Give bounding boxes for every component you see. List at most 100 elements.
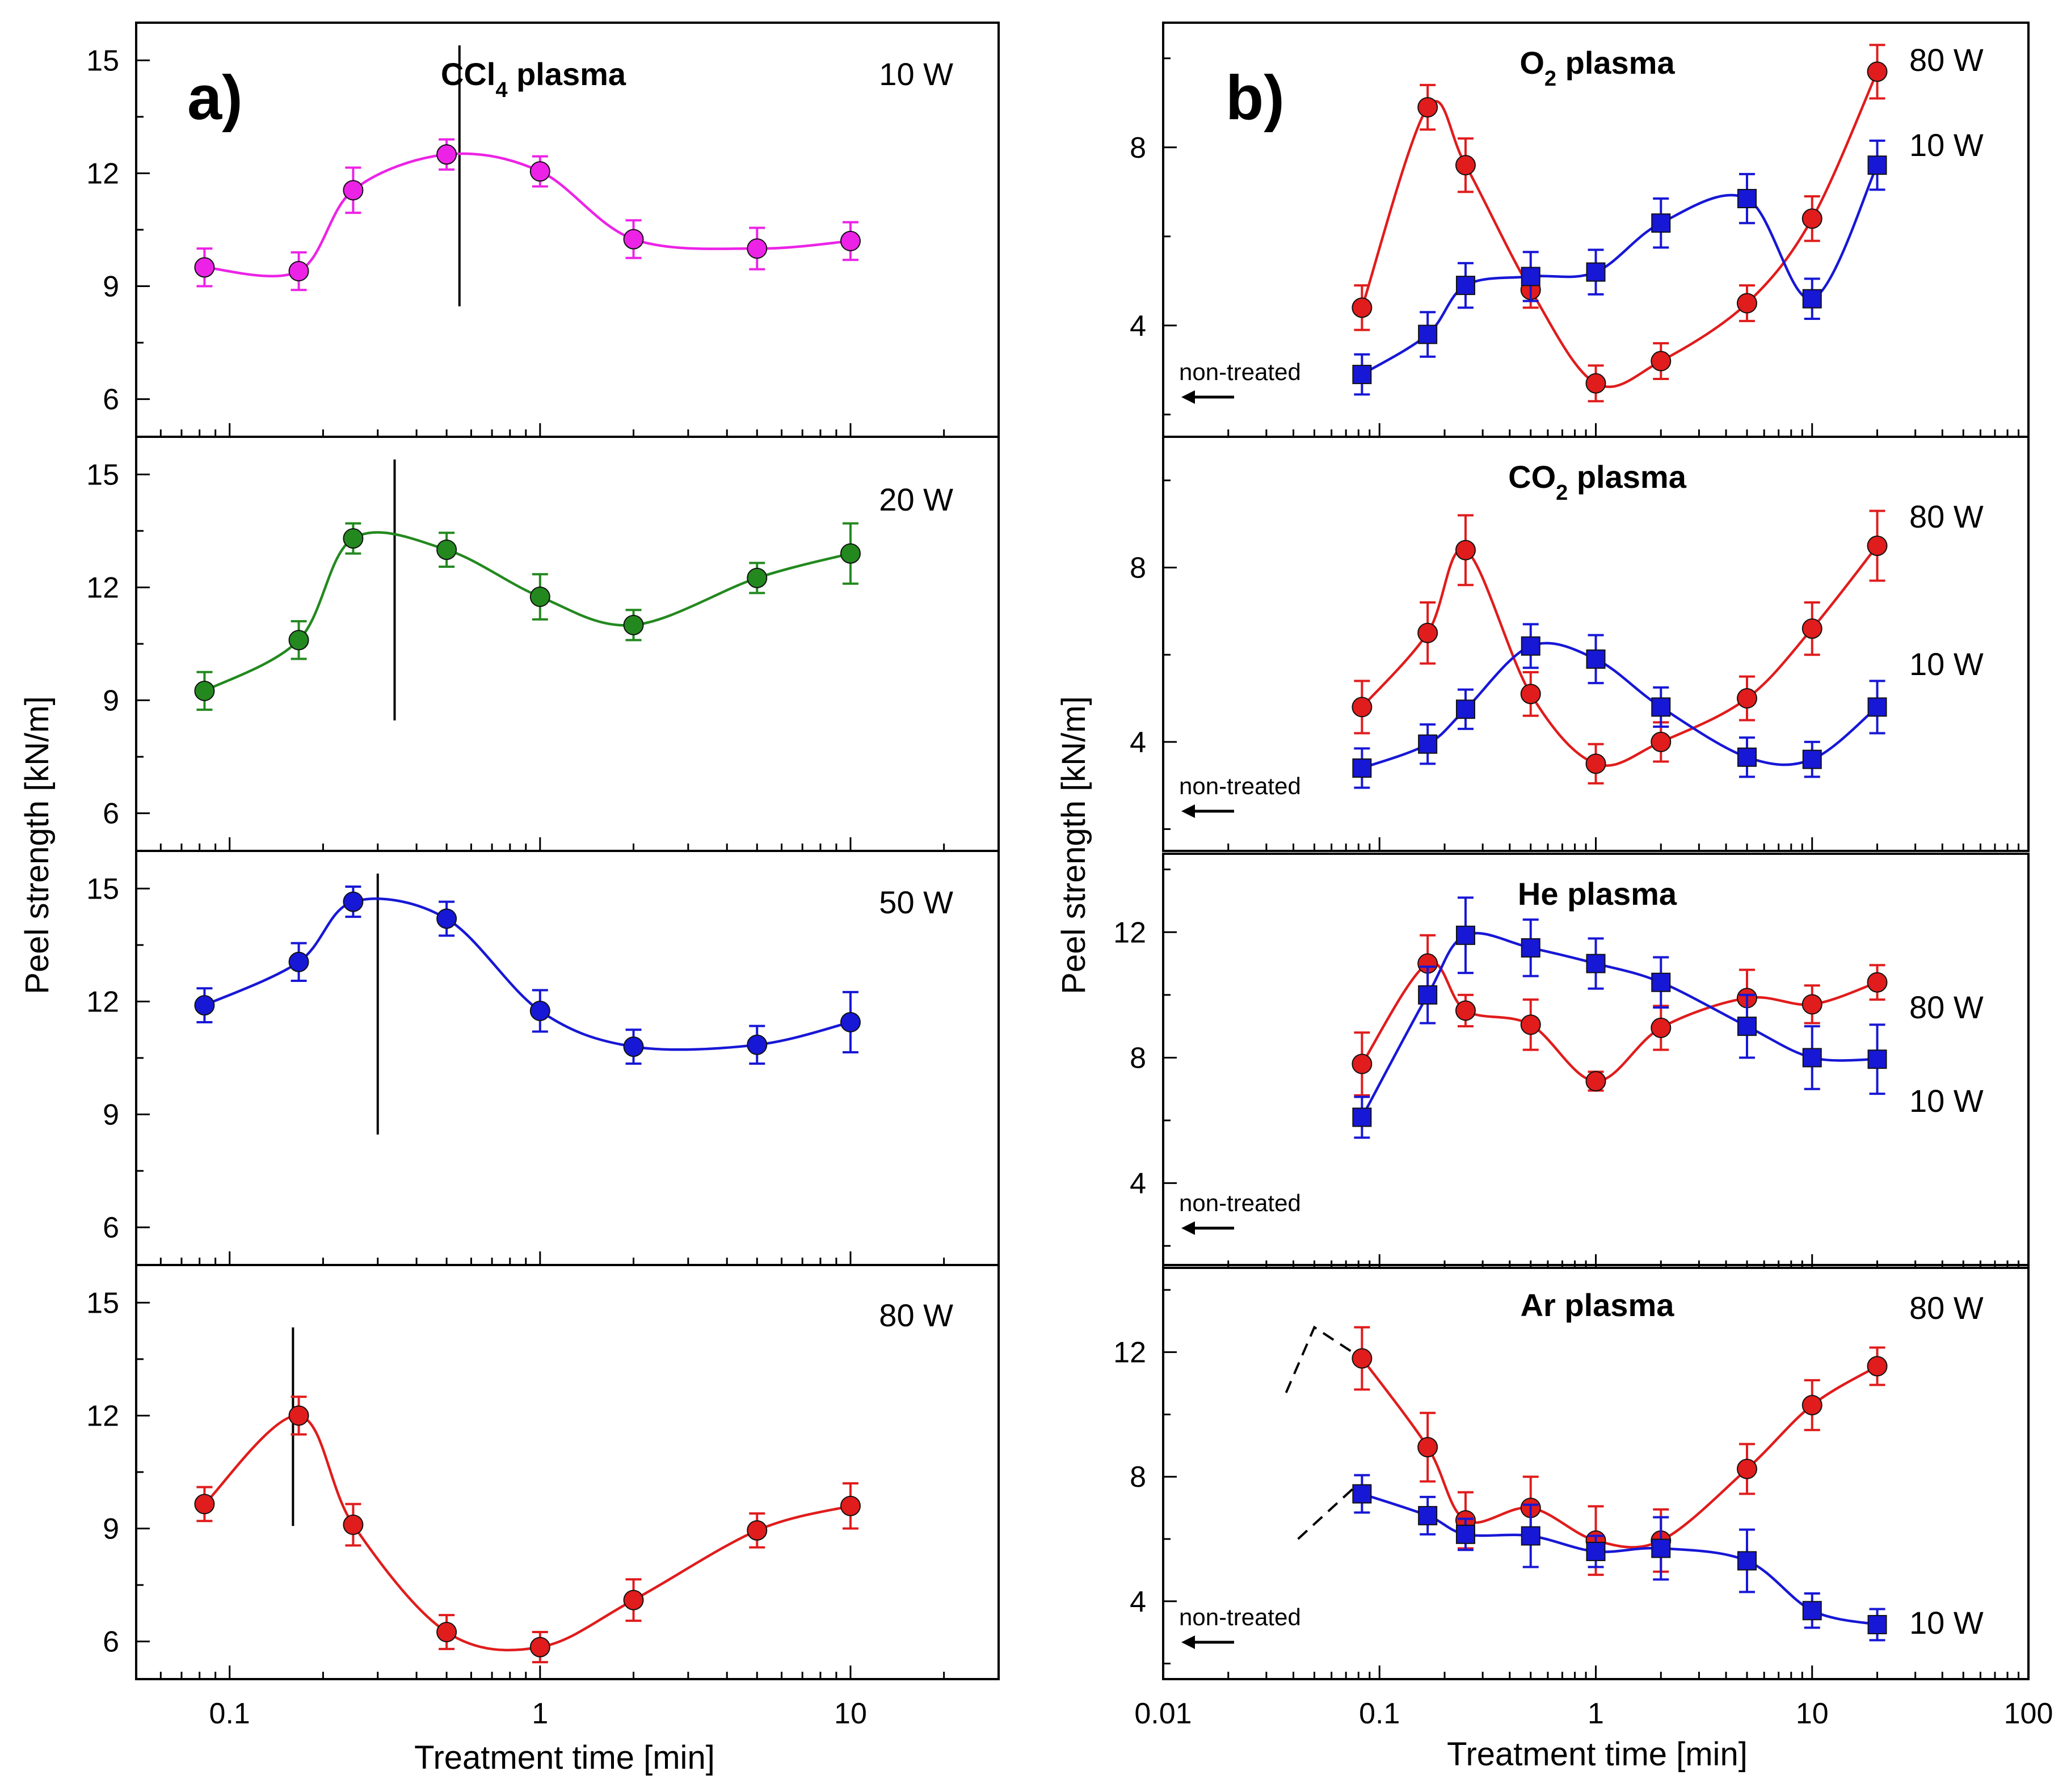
y-axis-label-b: Peel strength [kN/m]: [1055, 696, 1092, 994]
panel-b-row-1: 4 8 O2 plasma 80 W 10 W non-treated: [1130, 22, 2030, 438]
series-50w-point: [623, 1036, 644, 1057]
series-10w-point: [1521, 938, 1540, 958]
series-10w-point: [1867, 1614, 1887, 1634]
panel-title: CCl4 plasma: [441, 56, 626, 102]
series-10w-point: [1802, 1048, 1822, 1068]
y-tick-label: 12: [86, 985, 119, 1018]
series-10w: [1352, 896, 1887, 1139]
panel-a-row-3: 6 9 12 15 50 W: [86, 850, 1000, 1266]
series-10w-point: [194, 257, 215, 278]
y-tick-label: 15: [86, 458, 119, 491]
arrow-head: [1181, 804, 1195, 818]
series-10w-point: [1352, 365, 1372, 385]
series-10w-point: [1455, 699, 1475, 719]
series-80w-point: [1417, 1437, 1438, 1458]
series-80w-point: [343, 1514, 364, 1535]
series-10w: [1352, 623, 1887, 789]
series-80w-point: [1736, 688, 1757, 709]
panel-letter: a): [187, 63, 243, 133]
series-10w-point: [1651, 972, 1671, 992]
y-tick-label: 15: [86, 44, 119, 77]
series-10w-point: [1651, 213, 1671, 233]
series-80w-point: [1455, 1000, 1476, 1021]
y-tick-label: 8: [1130, 1042, 1146, 1074]
series-20w-point: [529, 587, 550, 608]
x-tick-label: 100: [2004, 1697, 2053, 1730]
y-tick-label: 8: [1130, 1461, 1146, 1494]
series-50w-point: [840, 1011, 861, 1032]
y-tick-label: 9: [103, 271, 119, 303]
series-80w-point: [1651, 731, 1672, 752]
series-10w-point: [1867, 155, 1887, 175]
series-10w: [194, 138, 861, 292]
series-50w-point: [288, 951, 309, 972]
series-10w-point: [623, 229, 644, 250]
series-10w-point: [1521, 1526, 1540, 1546]
y-axis-label-a: Peel strength [kN/m]: [19, 696, 56, 994]
series-80w-point: [194, 1494, 215, 1515]
y-tick-label: 6: [103, 798, 119, 830]
series-10w-point: [1867, 697, 1887, 717]
panel-a-row-2: 6 9 12 15 20 W: [86, 436, 1000, 852]
series-10w-point: [1737, 189, 1757, 209]
series-10w-point: [1586, 954, 1606, 973]
series-20w-point: [288, 630, 309, 651]
y-tick-label: 6: [103, 1212, 119, 1245]
y-tick-label: 4: [1130, 310, 1146, 343]
series-80w-point: [1352, 697, 1373, 718]
x-tick-label: 10: [834, 1697, 867, 1730]
series-20w-point: [840, 543, 861, 564]
series-80w: [1352, 509, 1888, 785]
arrow-head: [1181, 1635, 1195, 1649]
series-80w-point: [1352, 297, 1373, 318]
series-10w-point: [1455, 276, 1475, 296]
series-80w-point: [1867, 61, 1888, 82]
panel-title-part: 2: [1544, 67, 1556, 91]
panel-title-part: plasma: [1568, 459, 1686, 495]
y-tick-label: 9: [103, 685, 119, 718]
x-tick-label: 1: [1588, 1697, 1604, 1730]
series-label-80w: 80 W: [1909, 1290, 1984, 1326]
panel-b-row-2: 4 8 CO2 plasma 80 W 10 W non-treated: [1130, 436, 2030, 852]
series-10w-point: [1737, 1551, 1757, 1571]
panel-title: O2 plasma: [1519, 45, 1675, 91]
series-10w-point: [1352, 1107, 1372, 1127]
x-tick-label: 0.1: [1359, 1697, 1400, 1730]
series-50w-point: [529, 1001, 550, 1022]
series-80w: [194, 1395, 861, 1664]
series-10w-point: [1651, 697, 1671, 717]
series-80w-point: [1417, 97, 1438, 118]
series-80w-point: [623, 1589, 644, 1610]
x-axis-label-b: Treatment time [min]: [1447, 1736, 1748, 1773]
series-label-10w: 10 W: [1909, 646, 1984, 682]
panel-b-row-3: 4 8 12 He plasma 80 W 10 W non-treated: [1113, 853, 2030, 1269]
series-10w-point: [1802, 749, 1822, 769]
series-80w-line: [1361, 71, 1879, 389]
series-20w-point: [194, 680, 215, 701]
series-50w: [194, 886, 861, 1065]
series-50w-point: [747, 1034, 768, 1055]
y-tick-label: 8: [1130, 132, 1146, 165]
series-label-80w: 80 W: [1909, 989, 1984, 1025]
series-80w-point: [1352, 1053, 1373, 1074]
y-tick-label: 12: [1113, 916, 1146, 949]
series-80w-point: [840, 1495, 861, 1516]
series-10w-point: [1455, 925, 1475, 945]
series-label-80w: 80 W: [1909, 499, 1984, 534]
series-80w-point: [1455, 539, 1476, 560]
x-tick-label: 0.1: [209, 1697, 250, 1730]
y-tick-label: 6: [103, 383, 119, 416]
panel-title-part: CCl: [441, 56, 495, 92]
panel-a-row-4: 6 9 12 15 80 W: [86, 1264, 1000, 1680]
power-label: 20 W: [879, 482, 953, 517]
panel-title: CO2 plasma: [1508, 459, 1687, 505]
y-tick-label: 12: [86, 1399, 119, 1432]
series-50w-point: [436, 908, 457, 929]
series-80w-point: [1520, 684, 1541, 705]
panel-title-part: 4: [495, 78, 507, 102]
panel-b-row-4: 4 8 12 Ar plasma 80 W 10 W non-treated: [1113, 1264, 2030, 1680]
series-10w-point: [1802, 289, 1822, 309]
y-tick-label: 9: [103, 1513, 119, 1546]
series-20w-point: [343, 528, 364, 549]
